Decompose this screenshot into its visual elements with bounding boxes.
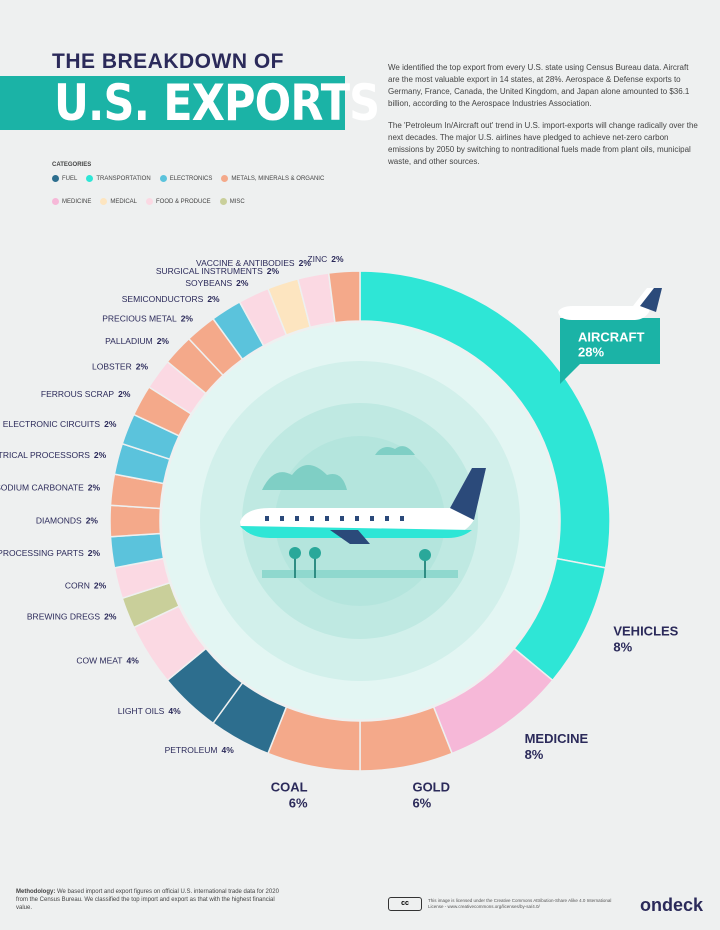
segment-label: DISODIUM CARBONATE — [0, 482, 84, 492]
legend-items: FUEL TRANSPORTATION ELECTRONICS METALS, MIN… — [52, 175, 372, 205]
segment-label: VEHICLES — [613, 624, 678, 639]
value-label: 2% — [118, 389, 131, 399]
legend-label: ELECTRONICS — [169, 175, 213, 182]
value-label: 4% — [126, 656, 139, 666]
donut-segment — [109, 504, 162, 538]
segment-label: DATA PROCESSING PARTS — [0, 548, 84, 558]
legend-item: METALS, MINERALS & ORGANIC — [221, 175, 324, 182]
segment-label: CORN — [65, 580, 90, 590]
legend-label: FUEL — [62, 175, 78, 182]
segment-label: PALLADIUM — [105, 336, 153, 346]
value-label: 8% — [613, 640, 632, 655]
value-label: 8% — [525, 747, 544, 762]
value-label: 2% — [94, 450, 107, 460]
brand: ondeck — [640, 895, 704, 915]
value-label: 2% — [88, 548, 101, 558]
methodology-label: Methodology: — [16, 889, 56, 895]
value-label: 28% — [578, 344, 604, 359]
segment-label: ELECTRONIC CIRCUITS — [3, 419, 101, 429]
value-label: 4% — [221, 745, 234, 755]
legend-title: CATEGORIES — [52, 162, 92, 168]
segment-label: VACCINE & ANTIBODIES — [196, 258, 295, 268]
value-label: 2% — [299, 258, 312, 268]
donut-segment — [327, 270, 361, 324]
segment-label: COW MEAT — [76, 656, 122, 666]
segment-label: COAL — [271, 779, 308, 794]
value-label: 4% — [168, 706, 181, 716]
paragraph: We identified the top export from every … — [388, 63, 690, 108]
license: This image is licensed under the Creativ… — [428, 898, 612, 909]
cc-badge: cc — [388, 897, 422, 911]
value-label: 2% — [207, 294, 220, 304]
segment-label: GOLD — [412, 779, 450, 794]
segment-label: FERROUS SCRAP — [41, 389, 115, 399]
value-label: 2% — [104, 419, 117, 429]
segment-label: SURGICAL INSTRUMENTS — [156, 266, 263, 276]
value-label: 2% — [181, 313, 194, 323]
value-label: 6% — [412, 795, 431, 810]
value-label: 6% — [289, 795, 308, 810]
legend-item: ELECTRONICS — [159, 175, 213, 182]
value-label: 2% — [331, 254, 344, 264]
segment-label: SEMICONDUCTORS — [122, 294, 204, 304]
legend-swatch — [52, 198, 59, 205]
methodology-text: We based import and export figures on of… — [16, 889, 279, 911]
legend-swatch — [221, 175, 229, 182]
segment-label: ZINC — [307, 254, 327, 264]
segment-label: BREWING DREGS — [27, 612, 101, 622]
title-banner — [0, 76, 345, 130]
segment-label: SOYBEANS — [185, 278, 232, 288]
legend: CATEGORIES FUEL TRANSPORTATION ELECTRONICS… — [52, 162, 372, 205]
legend-item: TRANSPORTATION — [86, 175, 151, 182]
legend-label: MEDICAL — [110, 198, 138, 205]
intro: We identified the top export from every … — [388, 62, 698, 178]
value-label: 2% — [136, 361, 149, 371]
legend-item: MISC — [219, 198, 245, 205]
value-label: 2% — [157, 336, 170, 346]
segment-label: LOBSTER — [92, 361, 132, 371]
title: U.S. EXPORTS — [54, 74, 380, 132]
legend-item: MEDICINE — [52, 198, 91, 205]
legend-item: FOOD & PRODUCE — [146, 198, 211, 205]
legend-swatch — [159, 175, 167, 182]
segment-label: PETROLEUM — [165, 745, 218, 755]
value-label: 2% — [267, 266, 280, 276]
legend-item: FUEL — [52, 175, 77, 182]
legend-swatch — [219, 198, 227, 205]
segment-label: PRECIOUS METAL — [102, 313, 177, 323]
kicker: THE BREAKDOWN OF — [52, 50, 284, 73]
value-label: 2% — [104, 612, 117, 622]
center-illustration — [162, 288, 662, 719]
legend-label: MISC — [229, 198, 245, 205]
segment-label: MEDICINE — [525, 731, 589, 746]
legend-label: TRANSPORTATION — [96, 175, 151, 182]
paragraph: The 'Petroleum In/Aircraft out' trend in… — [388, 121, 698, 166]
methodology: Methodology: We based import and export … — [16, 888, 286, 912]
legend-swatch — [52, 175, 59, 182]
value-label: 2% — [86, 515, 99, 525]
segment-label: DIAMONDS — [36, 515, 82, 525]
legend-swatch — [86, 175, 94, 182]
value-label: 2% — [236, 278, 249, 288]
legend-label: METALS, MINERALS & ORGANIC — [231, 175, 325, 182]
segment-label: ELECTRICAL PROCESSORS — [0, 450, 90, 460]
legend-swatch — [146, 198, 154, 205]
value-label: 2% — [88, 482, 101, 492]
segment-label: AIRCRAFT — [578, 329, 644, 344]
legend-item: MEDICAL — [100, 198, 137, 205]
legend-label: MEDICINE — [62, 198, 92, 205]
value-label: 2% — [94, 580, 107, 590]
segment-label: LIGHT OILS — [118, 706, 165, 716]
legend-label: FOOD & PRODUCE — [156, 198, 211, 205]
legend-swatch — [100, 198, 108, 205]
